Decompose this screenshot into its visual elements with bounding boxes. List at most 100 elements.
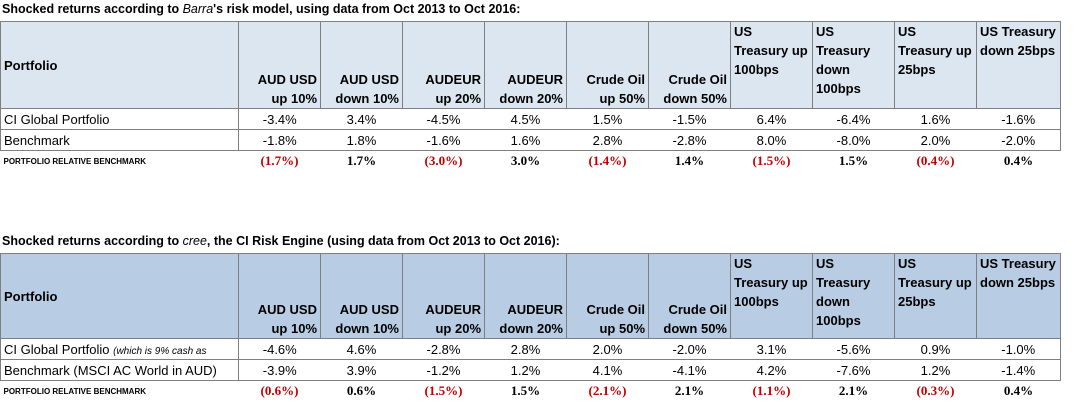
cell: 3.9% xyxy=(320,359,403,381)
row-label-text: CI Global Portfolio xyxy=(4,341,110,357)
row-label: Benchmark (MSCI AC World in AUD) xyxy=(0,359,239,381)
cell: 2.0% xyxy=(894,129,977,151)
relative-cell: 1.7% xyxy=(346,153,377,168)
table-row: Benchmark (MSCI AC World in AUD) -3.9% 3… xyxy=(0,359,1061,381)
cell: 6.4% xyxy=(730,108,813,130)
cell: -7.6% xyxy=(812,359,895,381)
col-header: AUD USD up 10% xyxy=(238,21,321,109)
cell: -4.1% xyxy=(648,359,731,381)
col-header: AUDEUR up 20% xyxy=(402,253,485,339)
relative-label: PORTFOLIO RELATIVE BENCHMARK xyxy=(3,386,147,396)
relative-cell: 1.5% xyxy=(838,153,869,168)
cell: 3.4% xyxy=(320,108,403,130)
col-header: Crude Oil up 50% xyxy=(566,21,649,109)
cell: 4.1% xyxy=(566,359,649,381)
cell: -1.2% xyxy=(402,359,485,381)
cell: -1.4% xyxy=(976,359,1061,381)
col-header: AUD USD down 10% xyxy=(320,253,403,339)
col-header: AUDEUR down 20% xyxy=(484,21,567,109)
col-header: US Treasury up 100bps xyxy=(730,253,813,339)
relative-cell: (0.6%) xyxy=(260,383,299,398)
col-header: AUD USD up 10% xyxy=(238,253,321,339)
cell: -4.5% xyxy=(402,108,485,130)
col-header-portfolio: Portfolio xyxy=(0,253,239,339)
col-header: Crude Oil down 50% xyxy=(648,21,731,109)
cell: -3.4% xyxy=(238,108,321,130)
col-header: US Treasury up 100bps xyxy=(730,21,813,109)
cell: -3.9% xyxy=(238,359,321,381)
cell: 1.6% xyxy=(894,108,977,130)
cell: 2.8% xyxy=(484,338,567,360)
table-header-row: Portfolio AUD USD up 10% AUD USD down 10… xyxy=(0,253,1061,339)
row-label-note: (which is 9% cash as xyxy=(113,345,207,357)
section2-title: Shocked returns according to cree, the C… xyxy=(2,234,560,248)
cell: 3.1% xyxy=(730,338,813,360)
barra-shock-table: Portfolio AUD USD up 10% AUD USD down 10… xyxy=(0,21,1061,171)
relative-cell: 0.4% xyxy=(1003,153,1034,168)
cell: -8.0% xyxy=(812,129,895,151)
relative-cell: 2.1% xyxy=(674,383,705,398)
cell: 1.8% xyxy=(320,129,403,151)
cell: 4.2% xyxy=(730,359,813,381)
relative-cell: (0.3%) xyxy=(916,383,955,398)
relative-row: PORTFOLIO RELATIVE BENCHMARK (1.7%) 1.7%… xyxy=(1,151,1061,172)
relative-cell: (1.5%) xyxy=(752,153,791,168)
cell: -2.0% xyxy=(976,129,1061,151)
cell: -5.6% xyxy=(812,338,895,360)
col-header: Crude Oil up 50% xyxy=(566,253,649,339)
relative-label: PORTFOLIO RELATIVE BENCHMARK xyxy=(3,156,147,166)
cell: -2.0% xyxy=(648,338,731,360)
cell: -1.0% xyxy=(976,338,1061,360)
col-header: AUDEUR down 20% xyxy=(484,253,567,339)
col-header: US Treasury up 25bps xyxy=(894,253,977,339)
cell: 4.5% xyxy=(484,108,567,130)
relative-cell: (1.4%) xyxy=(588,153,627,168)
cell: 1.2% xyxy=(894,359,977,381)
col-header-portfolio: Portfolio xyxy=(0,21,239,109)
col-header: US Treasury down 25bps xyxy=(976,21,1061,109)
cell: -1.8% xyxy=(238,129,321,151)
relative-cell: (3.0%) xyxy=(424,153,463,168)
cree-shock-table: Portfolio AUD USD up 10% AUD USD down 10… xyxy=(0,253,1061,401)
col-header: Crude Oil down 50% xyxy=(648,253,731,339)
cell: 2.8% xyxy=(566,129,649,151)
relative-cell: 0.6% xyxy=(346,383,377,398)
relative-cell: 2.1% xyxy=(838,383,869,398)
cell: -6.4% xyxy=(812,108,895,130)
col-header: US Treasury down 100bps xyxy=(812,253,895,339)
row-label: CI Global Portfolio (which is 9% cash as xyxy=(0,338,239,360)
relative-row: PORTFOLIO RELATIVE BENCHMARK (0.6%) 0.6%… xyxy=(1,381,1061,402)
col-header: US Treasury up 25bps xyxy=(894,21,977,109)
cell: 0.9% xyxy=(894,338,977,360)
cell: 8.0% xyxy=(730,129,813,151)
relative-cell: 1.5% xyxy=(510,383,541,398)
col-header: AUD USD down 10% xyxy=(320,21,403,109)
cell: 1.6% xyxy=(484,129,567,151)
relative-cell: 1.4% xyxy=(674,153,705,168)
cell: -1.6% xyxy=(976,108,1061,130)
cell: 1.2% xyxy=(484,359,567,381)
cell: 2.0% xyxy=(566,338,649,360)
col-header: AUDEUR up 20% xyxy=(402,21,485,109)
col-header: US Treasury down 100bps xyxy=(812,21,895,109)
cell: 4.6% xyxy=(320,338,403,360)
relative-cell: 0.4% xyxy=(1003,383,1034,398)
section1-title: Shocked returns according to Barra's ris… xyxy=(2,2,521,16)
table-header-row: Portfolio AUD USD up 10% AUD USD down 10… xyxy=(0,21,1061,109)
table-row: CI Global Portfolio (which is 9% cash as… xyxy=(0,338,1061,360)
cell: -1.6% xyxy=(402,129,485,151)
cell: -4.6% xyxy=(238,338,321,360)
col-header: US Treasury down 25bps xyxy=(976,253,1061,339)
relative-cell: (1.7%) xyxy=(260,153,299,168)
row-label: Benchmark xyxy=(0,129,239,151)
relative-cell: 3.0% xyxy=(510,153,541,168)
relative-cell: (1.1%) xyxy=(752,383,791,398)
relative-cell: (2.1%) xyxy=(588,383,627,398)
cell: -2.8% xyxy=(648,129,731,151)
cell: -1.5% xyxy=(648,108,731,130)
cell: -2.8% xyxy=(402,338,485,360)
relative-cell: (0.4%) xyxy=(916,153,955,168)
table-row: Benchmark -1.8% 1.8% -1.6% 1.6% 2.8% -2.… xyxy=(0,129,1061,151)
relative-cell: (1.5%) xyxy=(424,383,463,398)
row-label: CI Global Portfolio xyxy=(0,108,239,130)
